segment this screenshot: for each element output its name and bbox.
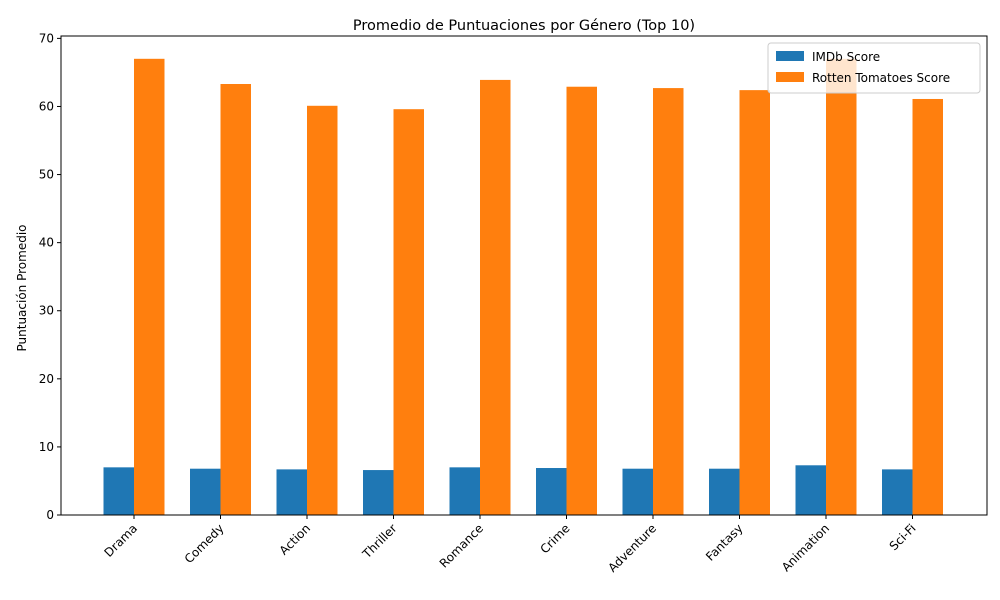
- y-tick-label: 60: [39, 99, 54, 113]
- legend-label: IMDb Score: [812, 50, 880, 64]
- bar-imdb-sci-fi: [882, 469, 913, 515]
- bar-imdb-comedy: [190, 468, 221, 515]
- bar-imdb-romance: [449, 467, 480, 515]
- y-tick-label: 0: [46, 508, 54, 522]
- legend-label: Rotten Tomatoes Score: [812, 71, 950, 85]
- bar-imdb-animation: [795, 465, 826, 515]
- y-tick-label: 30: [39, 304, 54, 318]
- bar-rotten-tomatoes-romance: [480, 79, 511, 516]
- y-tick-label: 50: [39, 168, 54, 182]
- bar-rotten-tomatoes-thriller: [393, 109, 424, 516]
- plot-frame: [60, 35, 988, 516]
- bar-imdb-drama: [103, 467, 134, 515]
- bar-rotten-tomatoes-sci-fi: [912, 98, 943, 516]
- bar-imdb-crime: [536, 468, 567, 515]
- bar-rotten-tomatoes-crime: [566, 86, 597, 516]
- legend-swatch: [776, 51, 804, 61]
- legend: IMDb Score Rotten Tomatoes Score: [767, 42, 981, 94]
- y-tick-label: 10: [39, 440, 54, 454]
- y-axis-title: Puntuación Promedio: [15, 225, 29, 352]
- bar-rotten-tomatoes-action: [307, 105, 338, 515]
- bar-rotten-tomatoes-drama: [134, 58, 165, 516]
- chart-title: Promedio de Puntuaciones por Género (Top…: [353, 18, 695, 34]
- legend-box: [767, 42, 981, 94]
- y-axis: 0 10 20 30 40 50 60 70: [39, 31, 61, 522]
- y-tick-label: 20: [39, 372, 54, 386]
- bar-imdb-thriller: [363, 470, 394, 515]
- y-tick-label: 70: [39, 31, 54, 45]
- bar-rotten-tomatoes-animation: [826, 58, 857, 516]
- bar-rotten-tomatoes-adventure: [653, 88, 684, 516]
- bar-rotten-tomatoes-fantasy: [739, 90, 770, 515]
- bar-imdb-fantasy: [709, 468, 740, 515]
- y-tick-label: 40: [39, 236, 54, 250]
- bar-imdb-adventure: [622, 468, 653, 515]
- legend-swatch: [776, 72, 804, 82]
- bar-imdb-action: [276, 469, 307, 515]
- bar-rotten-tomatoes-comedy: [220, 84, 251, 515]
- bars-layer: [103, 58, 943, 516]
